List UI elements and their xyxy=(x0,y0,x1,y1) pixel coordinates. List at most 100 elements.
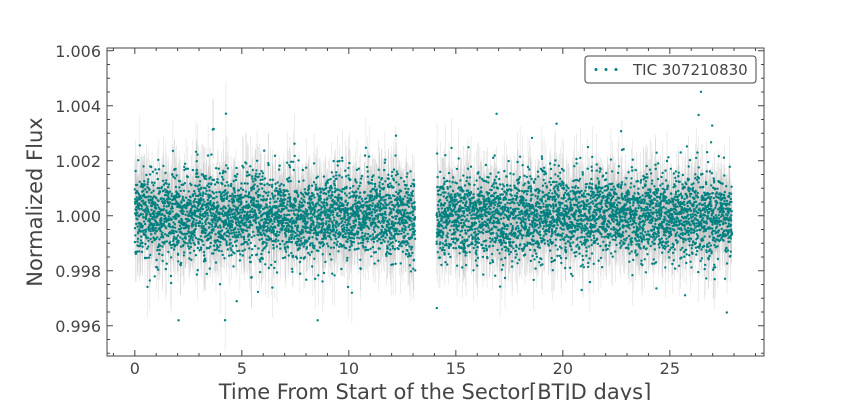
flux-point xyxy=(172,215,175,219)
flux-point xyxy=(321,206,324,209)
flux-point xyxy=(157,223,161,226)
flux-point xyxy=(559,206,562,209)
flux-point xyxy=(390,211,393,214)
flux-point xyxy=(367,227,371,230)
flux-point xyxy=(154,226,157,230)
flux-point xyxy=(383,210,387,214)
flux-point xyxy=(550,222,554,225)
flux-point xyxy=(213,248,216,252)
flux-point xyxy=(554,173,557,176)
flux-point xyxy=(400,232,403,235)
flux-point xyxy=(330,258,333,261)
flux-point xyxy=(506,201,509,205)
flux-point xyxy=(248,256,251,259)
flux-point xyxy=(217,205,220,208)
flux-point xyxy=(324,192,328,196)
flux-point xyxy=(328,236,332,239)
flux-point xyxy=(399,176,403,180)
flux-point xyxy=(186,242,189,245)
flux-point xyxy=(208,226,211,229)
flux-point xyxy=(491,244,495,248)
flux-point xyxy=(396,197,400,201)
flux-point xyxy=(228,199,231,203)
flux-point xyxy=(244,195,248,198)
flux-point xyxy=(335,226,338,229)
flux-point xyxy=(461,236,464,239)
flux-point xyxy=(267,212,271,216)
flux-point xyxy=(325,222,328,225)
flux-point xyxy=(556,175,560,178)
flux-point xyxy=(259,210,262,213)
flux-point xyxy=(475,253,478,256)
flux-point xyxy=(225,227,228,230)
flux-point xyxy=(529,259,533,263)
flux-point xyxy=(315,186,318,189)
flux-point xyxy=(170,194,173,198)
flux-point xyxy=(344,169,347,172)
flux-point xyxy=(409,170,412,173)
flux-point xyxy=(329,177,332,181)
flux-point xyxy=(165,182,168,185)
flux-point xyxy=(480,186,483,189)
flux-point xyxy=(562,193,566,197)
flux-point xyxy=(169,225,172,229)
flux-point xyxy=(232,199,236,202)
flux-point xyxy=(460,199,463,202)
flux-point xyxy=(299,272,302,275)
flux-point xyxy=(393,248,397,251)
flux-point xyxy=(443,249,446,252)
flux-point xyxy=(267,251,271,254)
flux-point xyxy=(413,233,416,236)
flux-point xyxy=(239,193,243,196)
flux-point xyxy=(161,231,164,234)
flux-point xyxy=(377,168,380,171)
flux-point xyxy=(515,245,518,249)
flux-point xyxy=(199,202,202,205)
flux-point xyxy=(401,218,404,222)
flux-point xyxy=(564,246,567,249)
flux-point xyxy=(316,319,319,322)
flux-point xyxy=(401,208,404,212)
flux-point xyxy=(359,258,362,261)
flux-point xyxy=(486,256,489,260)
flux-point xyxy=(444,261,447,264)
flux-point xyxy=(492,206,495,209)
flux-point xyxy=(147,245,150,248)
flux-point xyxy=(254,221,258,224)
flux-point xyxy=(565,189,568,192)
flux-point xyxy=(286,200,289,203)
flux-point xyxy=(558,254,561,257)
flux-point xyxy=(212,252,215,255)
flux-point xyxy=(507,248,510,251)
flux-point xyxy=(350,244,353,247)
flux-point xyxy=(449,204,452,207)
flux-point xyxy=(369,247,372,250)
flux-point xyxy=(224,112,228,115)
flux-point xyxy=(252,187,256,190)
flux-point xyxy=(135,222,138,226)
flux-point xyxy=(143,180,146,183)
flux-point xyxy=(253,234,256,237)
flux-point xyxy=(440,207,443,210)
flux-point xyxy=(209,195,213,198)
flux-point xyxy=(414,269,417,272)
flux-point xyxy=(319,194,322,197)
flux-point xyxy=(201,222,204,225)
flux-point xyxy=(340,156,344,159)
flux-point xyxy=(254,172,258,175)
flux-point xyxy=(199,193,202,197)
flux-point xyxy=(370,178,374,182)
flux-point xyxy=(503,276,507,280)
flux-point xyxy=(397,247,400,251)
flux-point xyxy=(554,159,557,162)
flux-point xyxy=(138,180,141,183)
flux-point xyxy=(345,236,348,239)
flux-point xyxy=(174,185,178,189)
flux-point xyxy=(532,243,535,246)
flux-point xyxy=(507,208,510,211)
flux-point xyxy=(194,236,198,240)
flux-point xyxy=(539,206,543,210)
flux-point xyxy=(493,154,496,157)
flux-point xyxy=(157,158,160,162)
flux-point xyxy=(493,203,497,207)
